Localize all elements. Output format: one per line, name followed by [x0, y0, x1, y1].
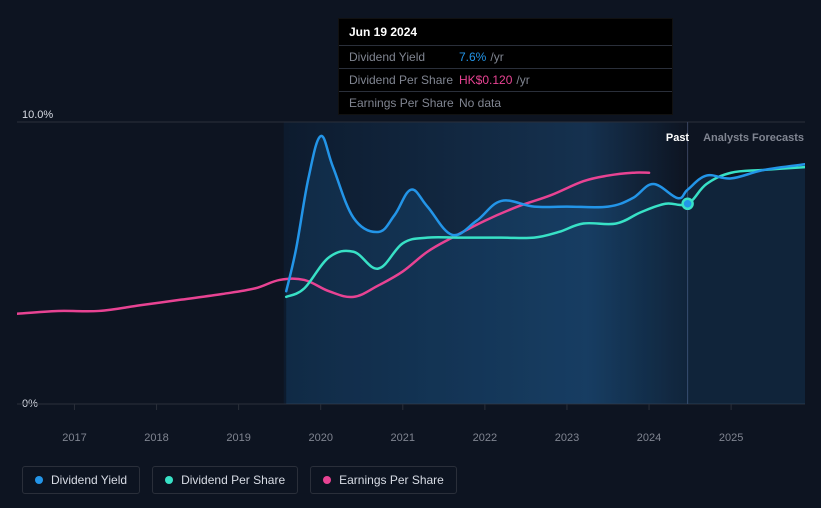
x-tick: 2022 — [473, 432, 497, 444]
chart-svg — [17, 104, 805, 434]
legend-dot-icon — [165, 476, 173, 484]
tooltip-value: 7.6%/yr — [459, 50, 504, 64]
legend-dot-icon — [35, 476, 43, 484]
x-tick: 2018 — [144, 432, 168, 444]
dividend-chart[interactable]: 10.0% 0% — [17, 104, 805, 434]
x-tick: 2020 — [308, 432, 332, 444]
x-tick: 2021 — [391, 432, 415, 444]
tooltip-label: Dividend Yield — [349, 50, 459, 64]
legend-label: Earnings Per Share — [339, 473, 444, 487]
timeframe-labels: Past Analysts Forecasts — [666, 132, 804, 144]
future-label: Analysts Forecasts — [703, 132, 804, 144]
x-tick: 2025 — [719, 432, 743, 444]
tooltip-date: Jun 19 2024 — [339, 19, 672, 46]
legend-label: Dividend Yield — [51, 473, 127, 487]
x-tick: 2017 — [62, 432, 86, 444]
legend-item[interactable]: Dividend Yield — [22, 466, 140, 494]
x-tick: 2024 — [637, 432, 661, 444]
tooltip-label: Earnings Per Share — [349, 96, 459, 110]
chart-legend: Dividend Yield Dividend Per Share Earnings… — [22, 466, 457, 494]
legend-item[interactable]: Dividend Per Share — [152, 466, 298, 494]
tooltip-label: Dividend Per Share — [349, 73, 459, 87]
tooltip-value: HK$0.120/yr — [459, 73, 530, 87]
x-tick: 2019 — [226, 432, 250, 444]
legend-dot-icon — [323, 476, 331, 484]
tooltip-value: No data — [459, 96, 501, 110]
tooltip-row: Earnings Per ShareNo data — [339, 92, 672, 114]
tooltip-row: Dividend Per ShareHK$0.120/yr — [339, 69, 672, 92]
x-tick: 2023 — [555, 432, 579, 444]
tooltip-row: Dividend Yield7.6%/yr — [339, 46, 672, 69]
legend-label: Dividend Per Share — [181, 473, 285, 487]
x-axis: 2017 2018 2019 2020 2021 2022 2023 2024 2025 — [17, 432, 805, 448]
chart-tooltip: Jun 19 2024 Dividend Yield7.6%/yrDividen… — [338, 18, 673, 115]
legend-item[interactable]: Earnings Per Share — [310, 466, 457, 494]
past-label: Past — [666, 132, 689, 144]
